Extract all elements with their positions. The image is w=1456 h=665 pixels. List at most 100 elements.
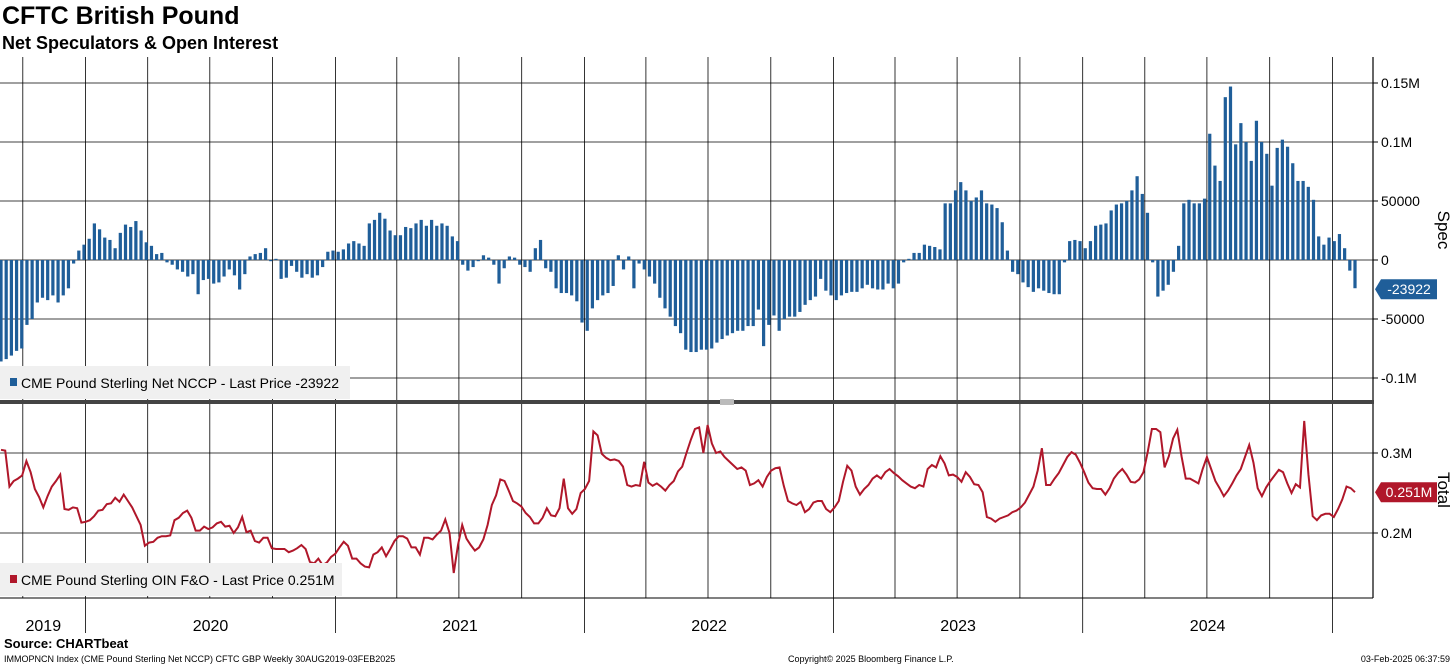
spec-bar — [990, 204, 994, 260]
spec-bar — [865, 260, 869, 285]
spec-bar — [912, 252, 916, 260]
spec-bar — [279, 260, 283, 279]
spec-bar — [1197, 203, 1201, 260]
spec-bar — [97, 229, 102, 260]
spec-bar — [715, 260, 719, 343]
spec-bar — [1094, 225, 1098, 260]
spec-bar — [1011, 260, 1015, 272]
spec-bar — [476, 260, 480, 262]
spec-bar — [876, 260, 880, 290]
spec-bar — [155, 254, 159, 260]
spec-bar — [787, 260, 792, 317]
spec-last-value-tag-bg — [1375, 279, 1437, 300]
spec-bar — [1005, 250, 1010, 260]
spec-legend-swatch — [10, 378, 17, 386]
spec-bar — [51, 260, 55, 296]
spec-bar — [725, 260, 729, 336]
spec-bar — [1016, 260, 1020, 275]
spec-bar — [284, 260, 288, 278]
year-tick-labels: 2019 2020 2021 2022 2023 2024 — [26, 618, 1226, 635]
spec-bar — [855, 260, 859, 292]
spec-bar — [678, 260, 683, 334]
spec-bar — [1311, 199, 1316, 260]
source-label: Source: CHARTbeat — [4, 636, 129, 651]
spec-bar — [321, 260, 325, 268]
total-last-value: 0.251M — [1386, 484, 1433, 500]
spec-bar — [238, 260, 242, 290]
spec-bar — [1125, 201, 1129, 260]
spec-bar — [295, 260, 299, 272]
spec-bar — [850, 260, 854, 292]
spec-bar — [1254, 120, 1259, 260]
spec-bar — [834, 260, 838, 301]
spec-bar — [1171, 260, 1176, 272]
spec-legend: CME Pound Sterling Net NCCP - Last Price… — [0, 366, 350, 399]
spec-bar — [824, 260, 828, 291]
spec-bar — [1202, 198, 1207, 260]
spec-axis-label: Spec — [1434, 211, 1453, 250]
spec-bar — [844, 260, 849, 294]
spec-last-value-tag: -23922 — [1375, 279, 1437, 300]
spec-bars — [0, 86, 1357, 362]
spec-bar — [0, 260, 3, 362]
spec-bar — [82, 244, 86, 260]
spec-bar — [113, 248, 117, 260]
spec-bar — [419, 219, 423, 260]
spec-bar — [1260, 142, 1264, 260]
spec-bar — [782, 260, 786, 319]
year-tick-label: 2024 — [1190, 618, 1226, 635]
spec-bar — [751, 260, 755, 327]
spec-bar — [481, 255, 486, 260]
spec-bar — [881, 260, 885, 290]
spec-bar — [336, 251, 340, 260]
spec-bar — [186, 260, 190, 277]
spec-bar — [761, 260, 766, 347]
spec-bar — [212, 260, 216, 284]
spec-bar — [1166, 260, 1170, 285]
page-title: CFTC British Pound — [2, 2, 240, 30]
spec-bar — [40, 260, 45, 298]
spec-bar — [25, 260, 29, 325]
page-subtitle: Net Speculators & Open Interest — [2, 33, 279, 53]
spec-bar — [289, 260, 294, 266]
spec-bar — [595, 260, 600, 301]
spec-bar — [435, 225, 439, 260]
spec-bar — [1223, 97, 1227, 260]
spec-bar — [1114, 204, 1118, 260]
spec-bar — [341, 249, 345, 260]
spec-tick-label: 0 — [1381, 252, 1389, 268]
spec-bar — [487, 257, 491, 260]
total-legend-swatch — [10, 575, 17, 583]
spec-bar — [699, 260, 703, 350]
spec-bar — [300, 260, 304, 278]
year-tick-label: 2022 — [691, 618, 727, 635]
spec-bar — [61, 260, 65, 296]
spec-bar — [1317, 236, 1321, 260]
total-axis-label: Total — [1434, 472, 1453, 508]
spec-bar — [14, 260, 19, 351]
spec-bar — [108, 239, 112, 260]
year-tick-label: 2019 — [26, 618, 62, 635]
spec-bar — [1337, 234, 1342, 260]
spec-bar — [492, 260, 496, 265]
spec-bar — [704, 260, 709, 350]
spec-bar — [964, 190, 968, 260]
spec-bar — [673, 260, 678, 327]
copyright-notice: Copyright© 2025 Bloomberg Finance L.P. — [788, 654, 954, 664]
spec-bar — [222, 260, 226, 277]
spec-bar — [409, 228, 413, 260]
spec-bar — [653, 260, 657, 284]
spec-bar — [170, 260, 174, 265]
spec-bar — [118, 232, 122, 260]
year-tick-label: 2023 — [940, 618, 976, 635]
spec-bar — [995, 208, 999, 260]
spec-bar — [1296, 180, 1300, 260]
spec-bar — [1083, 248, 1087, 260]
spec-bar — [533, 248, 537, 260]
spec-bar — [507, 256, 512, 260]
spec-bar — [1047, 260, 1051, 294]
spec-bar — [372, 219, 377, 260]
spec-bar — [1270, 185, 1274, 260]
spec-bar — [922, 244, 927, 260]
